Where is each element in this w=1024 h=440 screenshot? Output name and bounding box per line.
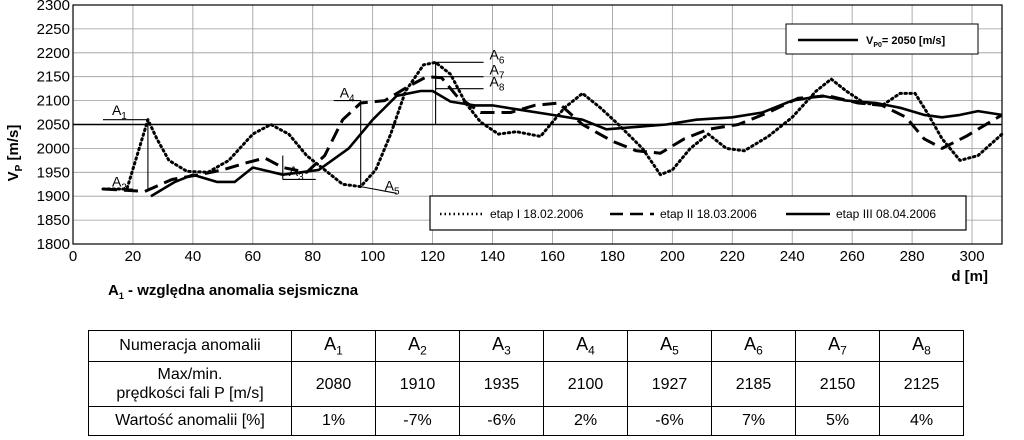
x-tick-label: 0 [69, 248, 77, 265]
plot-frame [72, 4, 1003, 245]
y-tick-label: 2100 [37, 93, 70, 110]
svg-text:VP [m/s]: VP [m/s] [5, 125, 25, 182]
y-tick-label: 2250 [37, 21, 70, 38]
table-row-numbering: Numeracja anomalii A1 A2 A3 A4 A5 A6 A7 A8 [88, 330, 964, 362]
note-symbol: A [108, 282, 119, 299]
velocity-cell-a8: 2125 [879, 361, 964, 407]
anomaly-guide [360, 186, 397, 194]
anomaly-label-a2: A2 [112, 174, 127, 194]
x-tick-label: 260 [840, 248, 865, 265]
x-tick-label: 40 [185, 248, 202, 265]
note-text: - względna anomalia sejsmiczna [123, 282, 359, 299]
series-lines [101, 60, 1004, 198]
y-tick-label: 1950 [37, 164, 70, 181]
row-header-velocity-line2: prędkości fali P [m/s] [116, 385, 264, 402]
x-axis-label: d [m] [951, 268, 988, 285]
anomaly-header-a5: A5 [627, 330, 712, 362]
y-tick-label: 2200 [37, 45, 70, 62]
anomaly-header-a1: A1 [291, 330, 376, 362]
row-header-value: Wartość anomalii [%] [88, 406, 292, 436]
anomaly-label-a6: A6 [490, 46, 505, 66]
anomaly-header-a7: A7 [795, 330, 880, 362]
x-tick-label: 280 [900, 248, 925, 265]
anomaly-label-a7: A7 [490, 61, 505, 81]
y-tick-label: 1850 [37, 212, 70, 229]
value-cell-a8: 4% [879, 406, 964, 436]
velocity-cell-a5: 1927 [627, 361, 712, 407]
legend-label-etap-3: etap III 08.04.2006 [836, 207, 936, 221]
velocity-cell-a6: 2185 [711, 361, 796, 407]
anomaly-label-a1: A1 [112, 102, 127, 122]
value-cell-a6: 7% [711, 406, 796, 436]
x-tick-label: 200 [660, 248, 685, 265]
table-row-velocity: Max/min. prędkości fali P [m/s] 2080 1910 1… [88, 361, 964, 407]
y-tick-label: 1800 [37, 236, 70, 253]
velocity-cell-a3: 1935 [459, 361, 544, 407]
y-tick-label: 2150 [37, 69, 70, 86]
anomaly-label-a8: A8 [490, 74, 505, 94]
series-line-etap-3 [150, 89, 1003, 198]
anomaly-header-a4: A4 [543, 330, 628, 362]
y-tick-label: 2000 [37, 140, 70, 157]
x-tick-label: 20 [125, 248, 142, 265]
series-legend: etap I 18.02.2006 etap II 18.03.2006 eta… [429, 195, 967, 231]
y-label-unit: [m/s] [5, 125, 22, 161]
row-header-velocity: Max/min. prędkości fali P [m/s] [88, 361, 292, 407]
y-label-sub: P [14, 164, 25, 171]
note-symbol-sub: 1 [118, 291, 124, 301]
anomaly-header-a8: A8 [879, 330, 964, 362]
y-axis-label: VP [m/s] [5, 125, 25, 182]
velocity-cell-a7: 2150 [795, 361, 880, 407]
x-tick-label: 160 [540, 248, 565, 265]
value-cell-a2: -7% [375, 406, 460, 436]
legend-label-etap-2: etap II 18.03.2006 [660, 207, 757, 221]
svg-text:VP0= 2050 [m/s]: VP0= 2050 [m/s] [866, 35, 946, 49]
velocity-cell-a1: 2080 [291, 361, 376, 407]
velocity-cell-a4: 2100 [543, 361, 628, 407]
anomaly-label-a3: A3 [289, 163, 304, 183]
anomaly-label-a5: A5 [385, 177, 400, 197]
anomaly-header-a6: A6 [711, 330, 796, 362]
anomaly-header-a2: A2 [375, 330, 460, 362]
y-tick-label: 2300 [37, 0, 70, 14]
series-line-etap-1 [101, 60, 1004, 191]
x-tick-label: 120 [420, 248, 445, 265]
anomaly-note: A1 - względna anomalia sejsmiczna [108, 282, 358, 301]
value-cell-a3: -6% [459, 406, 544, 436]
x-tick-label: 240 [780, 248, 805, 265]
anomaly-label-a4: A4 [340, 84, 355, 104]
velocity-chart: 1800185019001950200020502100215022002250… [5, 0, 1004, 285]
table-row-value: Wartość anomalii [%] 1% -7% -6% 2% -6% 7% 5% 4% [88, 406, 964, 436]
x-tick-label: 180 [600, 248, 625, 265]
ref-legend-suffix: = 2050 [m/s] [882, 35, 946, 47]
y-tick-label: 2050 [37, 117, 70, 134]
x-tick-label: 300 [960, 248, 985, 265]
ref-legend-prefix: V [866, 35, 874, 47]
ref-legend-sub: P0 [873, 42, 882, 49]
y-tick-label: 1900 [37, 188, 70, 205]
value-cell-a7: 5% [795, 406, 880, 436]
y-label-main: V [5, 171, 22, 181]
x-tick-label: 140 [480, 248, 505, 265]
value-cell-a4: 2% [543, 406, 628, 436]
row-header-velocity-line1: Max/min. [157, 366, 223, 383]
value-cell-a5: -6% [627, 406, 712, 436]
value-cell-a1: 1% [291, 406, 376, 436]
x-tick-label: 60 [244, 248, 261, 265]
axis-ticks: 1800185019001950200020502100215022002250… [37, 0, 985, 265]
velocity-cell-a2: 1910 [375, 361, 460, 407]
legend-label-etap-1: etap I 18.02.2006 [490, 207, 584, 221]
x-tick-label: 80 [304, 248, 321, 265]
reference-legend: VP0= 2050 [m/s] [785, 23, 979, 55]
row-header-numbering: Numeracja anomalii [88, 330, 292, 362]
anomaly-table: Numeracja anomalii A1 A2 A3 A4 A5 A6 A7 A8 Max/… [88, 330, 964, 436]
x-tick-label: 100 [360, 248, 385, 265]
anomaly-header-a3: A3 [459, 330, 544, 362]
x-tick-label: 220 [720, 248, 745, 265]
